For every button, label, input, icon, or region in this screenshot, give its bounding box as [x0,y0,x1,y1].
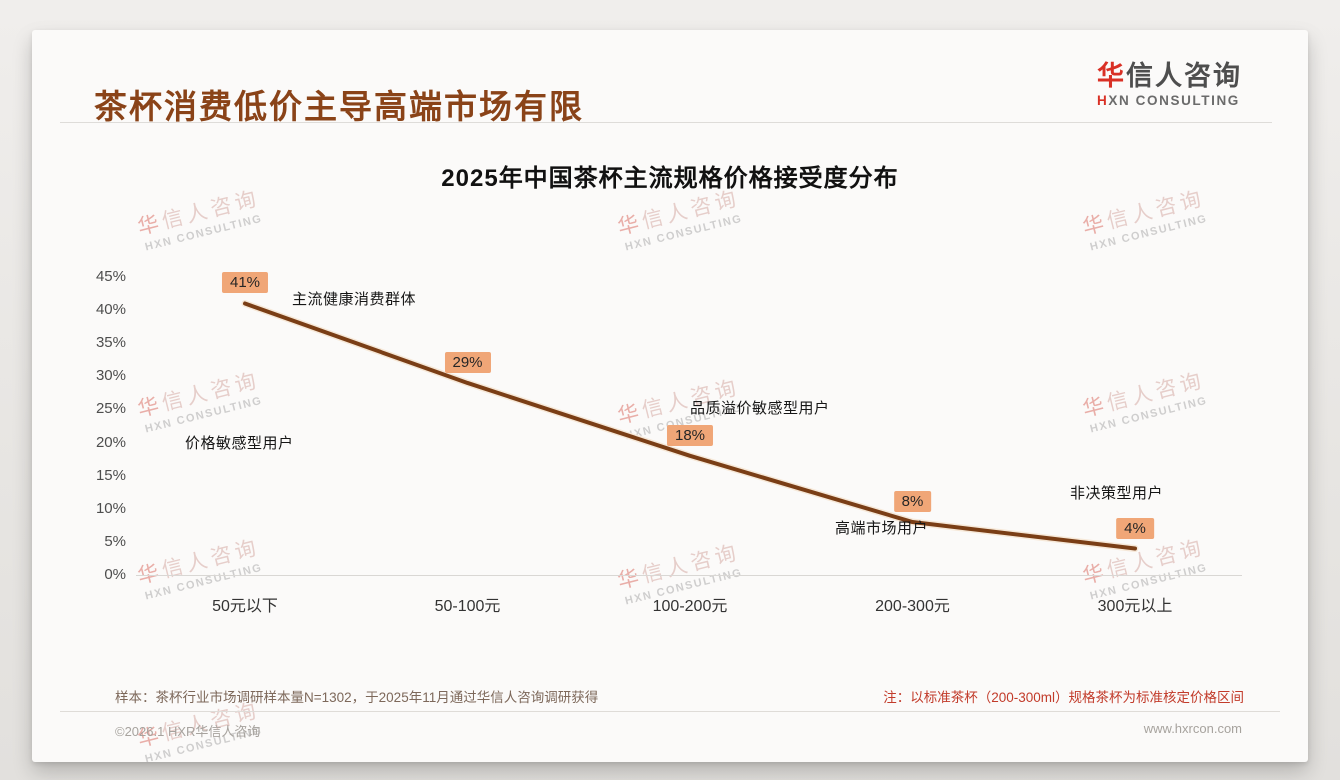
y-axis-tick-label: 25% [95,400,126,418]
data-point-label: 4% [1116,517,1154,539]
segment-annotation: 价格敏感型用户 [185,435,294,452]
segment-annotation: 主流健康消费群体 [292,291,417,308]
website-url: www.hxrcon.com [1143,721,1242,736]
data-point-label: 18% [666,424,714,446]
segment-annotation: 非决策型用户 [1070,485,1164,502]
y-axis-tick-label: 35% [95,334,126,352]
x-axis-category-label: 300元以上 [1097,598,1173,615]
y-axis-tick-label: 5% [104,532,126,550]
segment-annotation: 高端市场用户 [835,520,929,537]
header-divider [60,122,1272,123]
trend-line [243,301,1137,551]
x-axis-category-label: 50-100元 [434,598,501,615]
logo-cn-first-char: 华 [1097,61,1126,91]
copyright-text: ©2026.1 HXR华信人咨询 [115,724,261,739]
x-axis-category-label: 200-300元 [875,598,950,615]
y-axis-tick-label: 0% [104,566,126,583]
y-axis-tick-label: 30% [95,367,126,385]
x-axis-category-label: 50元以下 [212,598,278,615]
logo-chinese-text: 华信人咨询 [1097,61,1242,92]
y-axis-tick-label: 45% [95,268,126,285]
y-axis-tick-label: 40% [95,301,126,319]
logo-cn-rest: 信人咨询 [1126,61,1242,91]
sample-note: 样本：茶杯行业市场调研样本量N=1302，于2025年11月通过华信人咨询调研获… [115,690,599,705]
segment-annotation: 品质溢价敏感型用户 [690,400,830,417]
data-point-label: 29% [444,351,491,373]
logo-english-text: HXN CONSULTING [1097,93,1242,108]
report-card: 茶杯消费低价主导高端市场有限 华信人咨询 HXN CONSULTING 2025… [32,30,1308,765]
y-axis-tick-label: 20% [95,433,126,451]
company-logo: 华信人咨询 HXN CONSULTING [1097,61,1242,108]
y-axis-tick-label: 15% [95,466,126,484]
logo-en-first-char: H [1097,92,1109,108]
x-axis-category-label: 100-200元 [652,598,728,615]
data-point-label: 41% [221,272,269,294]
logo-en-rest: XN CONSULTING [1108,92,1240,108]
footer-divider [60,711,1280,712]
page-title: 茶杯消费低价主导高端市场有限 [94,88,584,125]
line-chart: 45% 40% 35% 30% 25% 20% 15% 10% 5% 0% 50元以下 50-100元… [32,30,1308,762]
x-axis-baseline [136,575,1242,576]
y-axis-tick-label: 10% [95,499,126,517]
data-point-label: 8% [893,491,932,513]
chart-title: 2025年中国茶杯主流规格价格接受度分布 [441,165,899,192]
trend-line-svg [241,299,1139,553]
price-standard-note: 注：以标准茶杯（200-300ml）规格茶杯为标准核定价格区间 [883,690,1244,705]
